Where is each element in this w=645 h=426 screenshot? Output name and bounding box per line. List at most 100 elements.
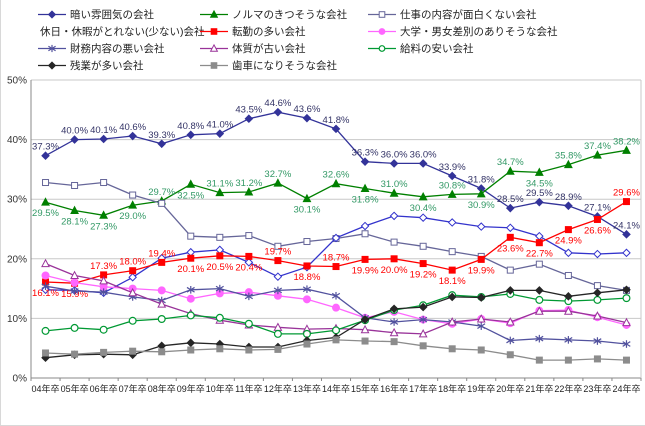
diamond-marker-icon bbox=[360, 221, 370, 231]
square-marker-icon bbox=[448, 345, 456, 353]
square-marker-icon bbox=[216, 252, 224, 260]
legend-item-5: 大学・男女差別のありそうな会社 bbox=[367, 24, 641, 39]
square-marker-icon bbox=[361, 255, 369, 263]
triangle-marker-icon bbox=[622, 145, 631, 154]
square-marker-icon bbox=[158, 348, 166, 356]
legend-key bbox=[368, 28, 396, 35]
square-marker-icon bbox=[361, 337, 369, 345]
data-label: 27.3% bbox=[90, 221, 117, 232]
data-label: 44.6% bbox=[264, 98, 291, 109]
diamond-marker-icon bbox=[447, 292, 457, 302]
square-marker-icon bbox=[187, 346, 195, 354]
x-axis-category-label: 09年卒 bbox=[177, 383, 205, 394]
square-marker-icon bbox=[274, 257, 282, 265]
triangle-marker-icon bbox=[70, 205, 80, 215]
legend-item-7: 体質が古い会社 bbox=[199, 41, 367, 56]
legend-item-2: 仕事の内容が面白くない会社 bbox=[367, 7, 641, 22]
legend-label: ノルマのきつそうな会社 bbox=[232, 9, 348, 21]
square-marker-icon bbox=[622, 356, 630, 364]
data-label: 29.7% bbox=[148, 187, 175, 198]
square-marker-icon bbox=[42, 349, 50, 357]
square-marker-icon bbox=[593, 355, 601, 363]
data-label: 43.6% bbox=[293, 104, 320, 115]
data-label: 31.2% bbox=[235, 178, 262, 189]
legend-key bbox=[38, 61, 66, 70]
legend-item-9: 残業が多い会社 bbox=[37, 58, 199, 73]
data-label: 29.0% bbox=[119, 211, 146, 222]
diamond-marker-icon bbox=[186, 338, 196, 348]
data-label: 28.5% bbox=[497, 194, 524, 205]
asterisk-marker-icon bbox=[593, 337, 602, 345]
data-label: 18.8% bbox=[293, 272, 320, 283]
legend-key bbox=[368, 45, 396, 52]
triangle-marker-icon bbox=[563, 306, 573, 315]
square-marker-icon bbox=[506, 351, 514, 359]
x-axis-category-label: 15年卒 bbox=[351, 383, 379, 394]
circle-marker-icon bbox=[302, 295, 311, 304]
diamond-marker-icon bbox=[389, 304, 399, 314]
data-label: 28.9% bbox=[555, 192, 582, 203]
circle-marker-icon bbox=[99, 325, 108, 334]
circle-marker-icon bbox=[41, 326, 50, 335]
diamond-marker-icon bbox=[593, 249, 602, 259]
asterisk-marker-icon bbox=[564, 336, 573, 344]
diamond-marker-icon bbox=[447, 171, 457, 181]
triangle-marker-icon bbox=[534, 306, 544, 315]
diamond-marker-icon bbox=[593, 288, 602, 298]
diamond-marker-icon bbox=[418, 159, 428, 168]
data-label: 32.5% bbox=[177, 190, 204, 201]
x-axis-category-label: 23年卒 bbox=[583, 383, 611, 394]
square-marker-icon bbox=[100, 179, 108, 187]
asterisk-marker-icon bbox=[48, 44, 56, 53]
square-marker-icon bbox=[564, 271, 572, 279]
square-marker-icon bbox=[210, 62, 218, 69]
diamond-marker-icon bbox=[564, 201, 573, 211]
square-marker-icon bbox=[42, 179, 50, 187]
x-axis-category-label: 04年卒 bbox=[32, 383, 60, 394]
data-label: 19.9% bbox=[468, 265, 495, 276]
data-label: 29.6% bbox=[613, 188, 640, 199]
data-label: 28.1% bbox=[61, 217, 88, 228]
triangle-marker-icon bbox=[447, 317, 457, 326]
square-marker-icon bbox=[535, 239, 543, 247]
circle-marker-icon bbox=[244, 319, 253, 328]
data-label: 23.6% bbox=[497, 243, 524, 254]
data-label: 36.3% bbox=[352, 148, 379, 159]
square-marker-icon bbox=[477, 346, 485, 354]
diamond-marker-icon bbox=[41, 151, 50, 160]
diamond-marker-icon bbox=[244, 114, 254, 124]
square-marker-icon bbox=[187, 232, 195, 240]
square-marker-icon bbox=[71, 350, 79, 358]
circle-marker-icon bbox=[378, 28, 386, 35]
y-axis-tick-label: 20% bbox=[7, 254, 27, 265]
data-label: 35.8% bbox=[555, 151, 582, 162]
x-axis-category-label: 13年卒 bbox=[293, 383, 321, 394]
series-4: 16.1% 15.9%17.3% 18.0%19.4%20.1% 20.5% 20.4%… bbox=[32, 188, 640, 301]
x-axis-category-label: 17年卒 bbox=[409, 383, 437, 394]
asterisk-marker-icon bbox=[419, 315, 428, 324]
line-chart: 0% 10% 20% 30% 40% 50% 04年卒 05年卒 06年卒 07年卒 08年卒 09年… bbox=[7, 76, 642, 394]
legend-label: 休日・休暇がとれない(少ない)会社 bbox=[40, 26, 205, 38]
data-label: 30.8% bbox=[439, 180, 466, 191]
data-label: 30.9% bbox=[468, 200, 495, 211]
legend-key bbox=[38, 44, 66, 53]
data-label: 34.5% bbox=[526, 178, 553, 189]
x-axis-category-label: 21年卒 bbox=[525, 383, 553, 394]
diamond-marker-icon bbox=[47, 61, 57, 70]
legend-item-0: 暗い雰囲気の会社 bbox=[37, 7, 199, 22]
legend-item-6: 財務内容の悪い会社 bbox=[37, 41, 199, 56]
data-label: 41.0% bbox=[206, 120, 233, 131]
square-marker-icon bbox=[216, 233, 224, 241]
chart-legend: 暗い雰囲気の会社 ノルマのきつそうな会社 仕事の内容が面白くない会社休日・休暇がとれ… bbox=[37, 6, 641, 74]
triangle-marker-icon bbox=[41, 197, 50, 206]
triangle-marker-icon bbox=[534, 167, 544, 176]
asterisk-marker-icon bbox=[244, 292, 253, 301]
legend-key bbox=[200, 9, 228, 18]
diamond-marker-icon bbox=[535, 231, 544, 241]
diamond-marker-icon bbox=[128, 272, 137, 282]
triangle-marker-icon bbox=[244, 187, 254, 196]
circle-marker-icon bbox=[535, 295, 544, 304]
circle-marker-icon bbox=[186, 311, 195, 320]
series-1: 29.5%28.1% 27.3%29.0%29.7% 32.5%31.1% 31.2%… bbox=[32, 136, 640, 232]
